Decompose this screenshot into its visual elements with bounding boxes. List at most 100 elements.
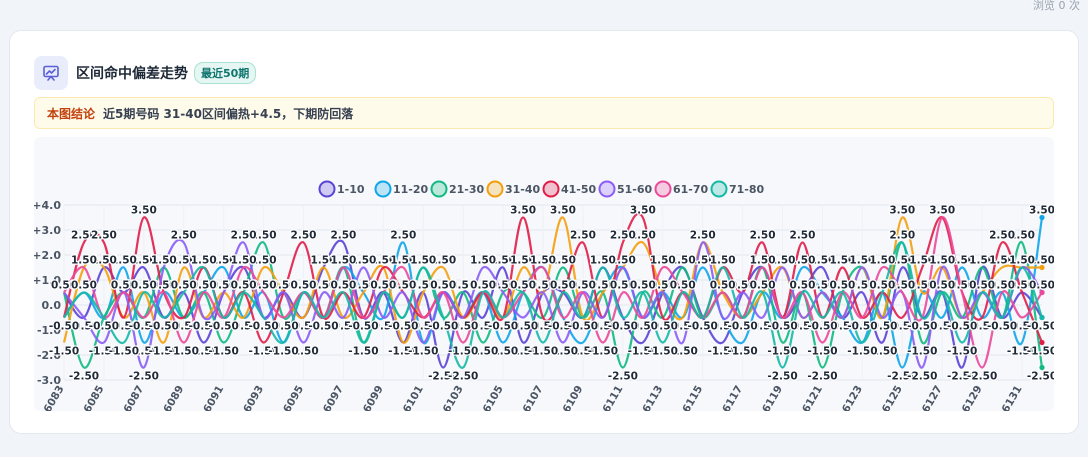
card-header: 区间命中偏差走势 最近50期 (34, 55, 257, 91)
data-label: 1.50 (849, 255, 875, 267)
data-label: -1.50 (668, 346, 698, 358)
data-label: 0.50 (111, 280, 137, 292)
data-label: 0.50 (470, 280, 496, 292)
x-tick-label: 2026089 (150, 384, 186, 412)
data-label: -1.50 (109, 346, 139, 358)
data-label: 1.50 (131, 255, 157, 267)
data-label: -0.50 (488, 321, 518, 333)
data-label: -0.50 (488, 321, 518, 333)
legend-label: 61-70 (673, 183, 709, 196)
data-label: -0.50 (767, 321, 797, 333)
data-label: 0.50 (151, 280, 177, 292)
data-label: 0.50 (530, 280, 556, 292)
data-label: 1.50 (191, 255, 217, 267)
data-label: -0.50 (448, 321, 478, 333)
data-label: 1.50 (530, 255, 556, 267)
data-label: -2.50 (967, 371, 997, 383)
legend-swatch (486, 180, 504, 198)
data-label: 1.50 (350, 255, 376, 267)
data-label: 0.50 (510, 280, 536, 292)
data-label: 2.50 (171, 230, 197, 242)
data-label: 0.50 (929, 280, 955, 292)
data-label: 1.50 (1009, 255, 1035, 267)
data-label: -0.50 (1027, 321, 1054, 333)
data-label: 0.50 (1029, 280, 1054, 292)
data-label: -1.50 (209, 346, 239, 358)
data-label: 1.50 (390, 255, 416, 267)
data-label: 0.50 (590, 280, 616, 292)
data-label: 1.50 (211, 255, 237, 267)
data-label: 2.50 (251, 230, 277, 242)
data-label: -0.50 (987, 321, 1017, 333)
x-tick-label: 2026095 (270, 384, 306, 412)
data-label: -0.50 (767, 321, 797, 333)
data-label: 0.50 (790, 280, 816, 292)
data-label: -1.50 (568, 346, 598, 358)
data-label: 1.50 (171, 255, 197, 267)
data-label: 2.50 (690, 230, 716, 242)
data-label: -0.50 (648, 321, 678, 333)
x-tick-label: 2026123 (829, 384, 865, 412)
data-label: 1.50 (610, 255, 636, 267)
data-label: 0.50 (291, 280, 317, 292)
data-label: 0.50 (231, 280, 257, 292)
data-label: 0.50 (211, 280, 237, 292)
data-label: 0.50 (251, 280, 277, 292)
data-label: 1.50 (370, 255, 396, 267)
x-tick-label: 2026119 (749, 384, 785, 412)
data-label: 0.50 (710, 280, 736, 292)
data-label: 1.50 (490, 255, 516, 267)
data-label: 2.50 (570, 230, 596, 242)
data-label: 1.50 (191, 255, 217, 267)
data-label: -0.50 (488, 321, 518, 333)
data-label: 0.50 (51, 280, 77, 292)
data-label: -0.50 (448, 321, 478, 333)
data-label: 0.50 (291, 280, 317, 292)
data-label: 0.50 (370, 280, 396, 292)
data-label: -0.50 (568, 321, 598, 333)
legend-label: 1-10 (337, 183, 365, 196)
data-label: 0.50 (131, 280, 157, 292)
data-label: -0.50 (987, 321, 1017, 333)
data-label: -1.50 (727, 346, 757, 358)
data-label: 2.50 (790, 230, 816, 242)
legend-label: 41-50 (561, 183, 597, 196)
data-label: -0.50 (328, 321, 358, 333)
data-label: 1.50 (330, 255, 356, 267)
data-label: -0.50 (89, 321, 119, 333)
data-label: 0.50 (211, 280, 237, 292)
data-label: 0.50 (51, 280, 77, 292)
data-label: 1.50 (410, 255, 436, 267)
data-label: 1.50 (949, 255, 975, 267)
data-label: -0.50 (688, 321, 718, 333)
data-label: 1.50 (829, 255, 855, 267)
data-label: -0.50 (907, 321, 937, 333)
data-label: 0.50 (410, 280, 436, 292)
data-label: 1.50 (470, 255, 496, 267)
data-label: 0.50 (330, 280, 356, 292)
data-label: -0.50 (348, 321, 378, 333)
data-label: -0.50 (268, 321, 298, 333)
y-tick-label: 0.0 (42, 299, 62, 312)
data-label: 0.50 (869, 280, 895, 292)
data-label: -0.50 (169, 321, 199, 333)
data-label: 0.50 (291, 280, 317, 292)
x-tick-label: 2026127 (909, 384, 945, 412)
data-label: 0.50 (151, 280, 177, 292)
data-label: 0.50 (750, 280, 776, 292)
data-label: -1.50 (648, 346, 678, 358)
data-label: 0.50 (809, 280, 835, 292)
data-label: -0.50 (907, 321, 937, 333)
data-point (1039, 289, 1045, 296)
data-label: 0.50 (390, 280, 416, 292)
data-label: -1.50 (1007, 346, 1037, 358)
data-label: 1.50 (969, 255, 995, 267)
data-label: -0.50 (288, 321, 318, 333)
conclusion-text: 近5期号码 31-40区间偏热+4.5，下期防回落 (103, 106, 354, 121)
data-label: 1.50 (151, 255, 177, 267)
data-label: -2.50 (767, 371, 797, 383)
data-label: -1.50 (468, 346, 498, 358)
data-label: 0.50 (650, 280, 676, 292)
data-label: 0.50 (570, 280, 596, 292)
data-label: 2.50 (610, 230, 636, 242)
